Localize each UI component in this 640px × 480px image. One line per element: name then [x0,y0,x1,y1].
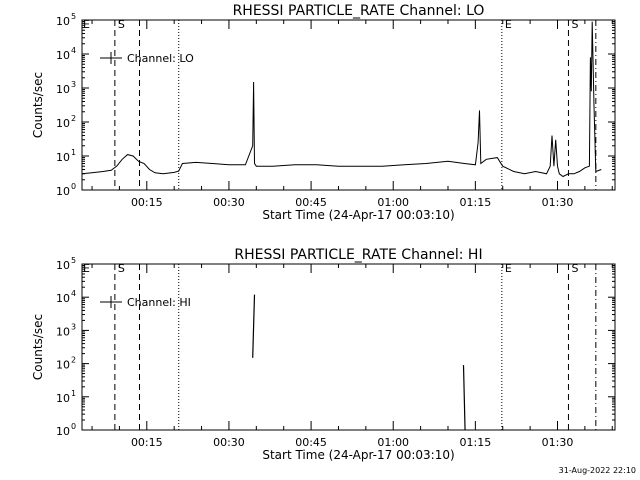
x-tick-label: 00:15 [131,196,163,209]
event-marker-label: S [118,262,125,275]
event-marker-label: S [571,262,578,275]
y-tick-exponent: 4 [71,46,76,55]
y-tick-exponent: 1 [71,148,76,157]
x-tick-label: 00:30 [213,196,245,209]
series-segment [252,294,256,358]
x-tick-label: 01:30 [542,196,574,209]
y-tick-exponent: 5 [71,256,76,265]
plot-frame [81,263,616,431]
x-tick-label: 01:30 [542,436,574,449]
x-tick-label: 01:00 [377,196,409,209]
y-tick-exponent: 0 [71,422,76,431]
x-tick-label: 00:15 [131,436,163,449]
y-tick-label: 10 [56,117,70,130]
y-tick-exponent: 3 [71,80,76,89]
y-axis-label: Counts/sec [31,314,45,380]
y-tick-label: 10 [56,359,70,372]
footer-timestamp: 31-Aug-2022 22:10 [558,466,636,475]
event-marker-label: S [571,18,578,31]
y-tick-exponent: 5 [71,12,76,21]
event-marker-label: E [505,262,512,275]
y-tick-label: 10 [56,292,70,305]
y-tick-label: 10 [56,185,70,198]
y-tick-label: 10 [56,15,70,28]
y-tick-label: 10 [56,83,70,96]
chart-title: RHESSI PARTICLE_RATE Channel: HI [234,247,482,263]
y-tick-label: 10 [56,259,70,272]
corner-event-label: E [83,262,90,275]
event-marker-label: S [118,18,125,31]
series-line [82,21,602,178]
y-tick-exponent: 4 [71,289,76,298]
event-marker-label: E [505,18,512,31]
x-tick-label: 00:45 [295,196,327,209]
x-tick-label: 00:45 [295,436,327,449]
y-tick-label: 10 [56,151,70,164]
y-tick-exponent: 2 [71,114,76,123]
y-tick-label: 10 [56,325,70,338]
x-tick-label: 01:15 [460,196,492,209]
y-tick-label: 10 [56,49,70,62]
x-tick-label: 00:30 [213,436,245,449]
legend-label: Channel: HI [127,296,191,309]
y-tick-exponent: 0 [71,182,76,191]
y-axis-label: Counts/sec [31,72,45,138]
chart-title: RHESSI PARTICLE_RATE Channel: LO [233,3,485,19]
x-axis-label: Start Time (24-Apr-17 00:03:10) [262,208,454,222]
corner-event-label: E [83,18,90,31]
x-tick-label: 01:15 [460,436,492,449]
legend-label: Channel: LO [127,52,194,65]
y-tick-label: 10 [56,392,70,405]
y-tick-label: 10 [56,425,70,438]
plot-frame [81,19,616,191]
y-tick-exponent: 1 [71,389,76,398]
series-segment [462,365,466,430]
x-axis-label: Start Time (24-Apr-17 00:03:10) [262,448,454,462]
y-tick-exponent: 2 [71,356,76,365]
y-tick-exponent: 3 [71,322,76,331]
x-tick-label: 01:00 [377,436,409,449]
